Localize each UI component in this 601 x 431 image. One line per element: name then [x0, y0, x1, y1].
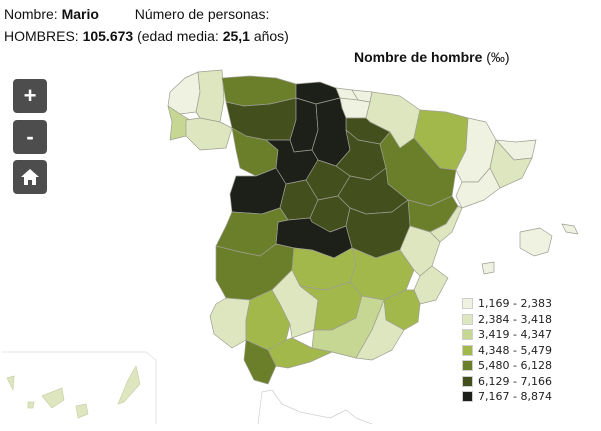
zoom-in-button[interactable]: + — [13, 79, 47, 113]
home-icon — [21, 169, 39, 185]
map-unit: (‰) — [486, 49, 510, 65]
name-label: Nombre: — [4, 6, 58, 22]
age-suffix: años) — [253, 28, 289, 44]
province-a-coruna[interactable] — [167, 71, 201, 115]
north-africa-outline — [257, 389, 373, 425]
plus-icon: + — [23, 83, 37, 108]
province-ibiza[interactable] — [481, 261, 495, 275]
legend-swatch — [462, 329, 473, 341]
home-button[interactable] — [13, 160, 47, 194]
count-label: Número de personas: — [134, 6, 270, 22]
province-menorca[interactable] — [561, 223, 579, 235]
legend-item: 6,129 - 7,166 — [462, 374, 552, 390]
men-value: 105.673 — [82, 28, 134, 44]
legend-swatch — [462, 313, 473, 325]
legend-swatch — [462, 375, 473, 387]
name-info: Nombre: Mario Número de personas: HOMBRE… — [4, 3, 289, 47]
province-gran-canaria[interactable] — [75, 403, 89, 419]
province-almeria[interactable] — [355, 299, 405, 361]
province-la-gomera[interactable] — [27, 401, 35, 409]
zoom-out-button[interactable]: - — [13, 120, 47, 154]
men-label: HOMBRES: — [4, 28, 79, 44]
legend-item: 7,167 - 8,874 — [462, 389, 552, 405]
legend-item: 1,169 - 2,383 — [462, 296, 552, 312]
age-prefix: (edad media: — [137, 28, 219, 44]
legend-swatch — [462, 344, 473, 356]
legend: 1,169 - 2,383 2,384 - 3,418 3,419 - 4,34… — [462, 296, 552, 405]
province-huelva[interactable] — [209, 297, 251, 349]
canary-inset-frame — [2, 351, 157, 424]
province-tarragona[interactable] — [455, 167, 501, 209]
map-title: Nombre de hombre (‰) — [354, 49, 510, 65]
province-la-palma[interactable] — [6, 375, 15, 391]
legend-item: 4,348 - 5,479 — [462, 343, 552, 359]
name-value: Mario — [61, 6, 99, 22]
age-value: 25,1 — [222, 28, 250, 44]
province-ourense[interactable] — [185, 117, 233, 151]
legend-item: 5,480 - 6,128 — [462, 358, 552, 374]
legend-item: 2,384 - 3,418 — [462, 312, 552, 328]
province-lanzarote[interactable] — [117, 365, 141, 405]
legend-swatch — [462, 360, 473, 372]
legend-swatch — [462, 391, 473, 403]
legend-swatch — [462, 298, 473, 310]
legend-item: 3,419 - 4,347 — [462, 327, 552, 343]
province-cadiz[interactable] — [243, 339, 277, 385]
province-malaga[interactable] — [267, 337, 333, 369]
minus-icon: - — [26, 124, 34, 149]
province-mallorca[interactable] — [519, 227, 553, 257]
province-lugo[interactable] — [195, 69, 225, 123]
province-tenerife[interactable] — [41, 387, 65, 409]
province-salamanca[interactable] — [229, 167, 287, 215]
